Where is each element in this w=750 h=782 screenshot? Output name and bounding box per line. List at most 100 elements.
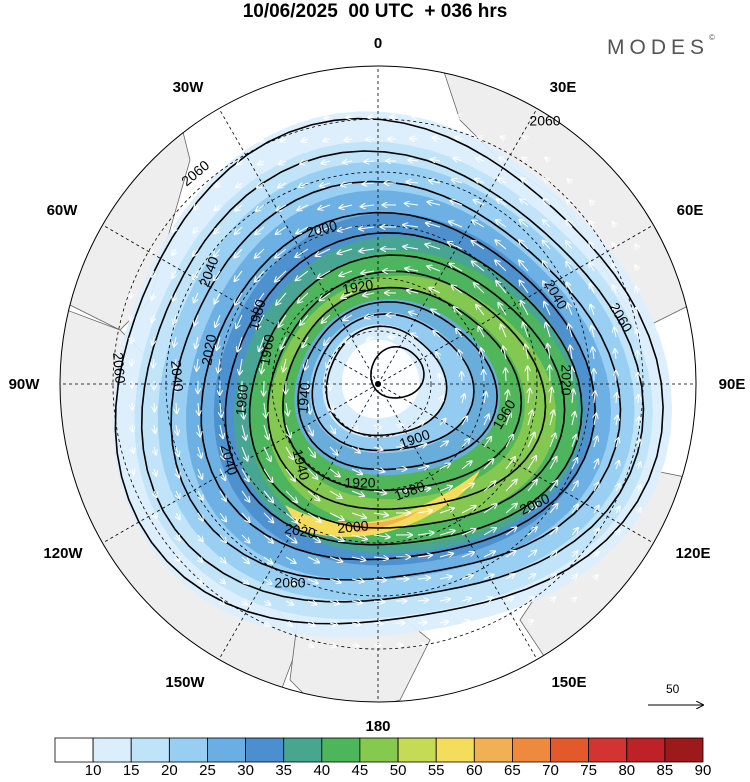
map-disk [60, 66, 696, 702]
wind-vector [527, 551, 536, 558]
wind-vector [483, 620, 491, 623]
wind-vector [505, 457, 515, 470]
wind-vector [612, 243, 616, 250]
meridian-line [377, 224, 654, 385]
contour-label: 1980 [245, 297, 269, 331]
wind-vector [241, 512, 250, 522]
wind-vector [324, 336, 331, 345]
wind-vector [263, 424, 268, 439]
wind-vector [521, 178, 529, 183]
wind-vector [176, 557, 179, 561]
height-contour [297, 300, 498, 471]
wind-vector [351, 490, 364, 496]
wind-vector [351, 424, 358, 431]
wind-vector [361, 271, 375, 273]
meridian-label: 0 [374, 35, 382, 52]
wind-vector [638, 395, 639, 404]
wind-vector [589, 263, 595, 272]
wind-vector [196, 358, 198, 371]
wind-vector [439, 486, 452, 492]
wind-vector [439, 576, 452, 579]
wind-vector [373, 535, 390, 537]
wind-vector [569, 324, 573, 338]
wind-vector [483, 551, 495, 558]
wind-vector [154, 490, 157, 497]
wind-vector [549, 504, 558, 514]
wind-vector [215, 183, 220, 187]
wind-vector [505, 574, 515, 580]
wind-vector [543, 261, 551, 272]
wind-vector [153, 358, 154, 367]
wind-vector [496, 220, 507, 228]
wind-vector [285, 490, 297, 502]
wind-vector [197, 512, 203, 521]
wind-vector [461, 461, 472, 470]
wind-vector [348, 358, 352, 366]
wind-vector [475, 179, 485, 183]
wind-vector [364, 161, 375, 162]
wind-vector [417, 578, 430, 579]
meridian-label: 30E [550, 79, 577, 96]
wind-vector [525, 345, 528, 360]
wind-vector [329, 556, 342, 562]
contour-label: 1940 [289, 448, 313, 482]
wind-vector [527, 597, 534, 601]
wind-vector [283, 358, 286, 372]
height-contour [267, 270, 547, 511]
wind-vector [594, 436, 597, 448]
wind-vector [173, 314, 176, 324]
reference-vector-label: 50 [666, 682, 680, 696]
wind-vector [637, 351, 638, 360]
wind-vector [152, 336, 154, 345]
wind-vector [305, 358, 308, 370]
brand-mark: © [709, 33, 715, 42]
colorbar-label: 80 [618, 762, 636, 779]
wind-vector [296, 226, 309, 234]
meridian-label: 120E [675, 545, 710, 562]
wind-vector [450, 201, 463, 206]
wind-vector [277, 204, 287, 211]
wind-vector [351, 623, 360, 625]
wind-vector [409, 312, 419, 315]
wind-vector [417, 644, 425, 645]
wind-vector [214, 270, 221, 280]
wind-vector [307, 578, 318, 583]
wind-vector [461, 416, 467, 426]
wind-vector [219, 468, 225, 480]
wind-vector [346, 117, 353, 118]
colorbar-swatches [54, 737, 704, 763]
wind-vector [325, 117, 330, 118]
wind-vector [242, 601, 247, 605]
wind-vector [483, 575, 494, 580]
wind-vector [338, 226, 353, 231]
wind-vector [281, 336, 287, 349]
wind-vector [238, 336, 243, 351]
colorbar-label: 20 [161, 762, 178, 779]
meridian-label: 180 [365, 718, 390, 735]
wind-vector [612, 264, 616, 272]
wind-vector [411, 334, 419, 337]
wind-vector [219, 446, 224, 459]
wind-vector [549, 480, 557, 492]
wind-vector [567, 179, 572, 183]
wind-vector [505, 435, 513, 448]
wind-vector [220, 424, 223, 438]
wind-vector [527, 504, 537, 514]
wind-vector [220, 601, 224, 604]
wind-vector [152, 292, 155, 300]
wind-vector [637, 329, 639, 338]
contour-label: 2060 [274, 575, 305, 591]
wind-vector [484, 370, 485, 382]
wind-vector [439, 599, 450, 601]
wind-vector [594, 506, 599, 514]
wind-vector [218, 358, 220, 373]
wind-vector [151, 270, 154, 277]
wind-vector [527, 480, 537, 492]
wind-vector [501, 325, 507, 338]
wind-vector [472, 261, 485, 272]
wind-vector [363, 293, 375, 296]
wind-vector [505, 504, 517, 514]
wind-vector [572, 389, 573, 404]
wind-vector [235, 270, 243, 281]
colorbar-swatch [54, 737, 94, 763]
